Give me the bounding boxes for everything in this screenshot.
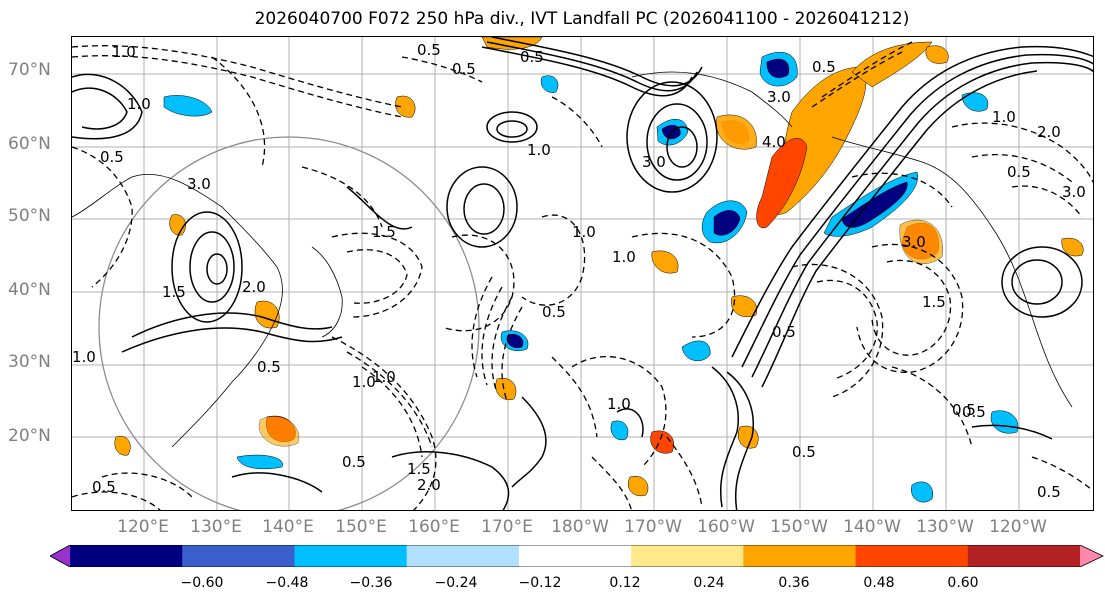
colorbar-tick-label: −0.24 [434,575,478,591]
colorbar-tick-label: −0.60 [180,575,224,591]
colorbar [50,545,1104,567]
colorbar-tick-label: 0.60 [947,575,979,591]
colorbar-tick-label: 0.12 [609,575,641,591]
contour-label: 2.0 [1037,123,1061,141]
contour-label: 3.0 [642,153,666,171]
lon-label: 150°W [770,517,828,537]
colorbar-tick-label: −0.12 [518,575,562,591]
contour-label: 0.5 [812,58,836,76]
contour-label: 0.5 [1007,163,1031,181]
contour-label: 0.5 [1037,483,1061,501]
colorbar-segment [631,545,744,567]
colorbar-tick-label: −0.36 [349,575,393,591]
contour-label: 0.5 [542,303,566,321]
contour-label: 1.5 [922,293,946,311]
colorbar-segment [743,545,857,567]
lon-label: 160°E [408,517,460,537]
dashed-contours [72,41,1093,510]
contour-label: 3.0 [767,88,791,106]
landfall-circle [98,136,480,510]
graticule [72,37,1093,510]
contour-label: 0.5 [257,358,281,376]
contour-label: 0.5 [92,478,116,496]
lon-label: 140°E [262,517,314,537]
colorbar-segment [406,545,520,567]
contour-label: 1.5 [162,283,186,301]
colorbar-tick-label: 0.48 [863,575,895,591]
lon-label: 120°E [117,517,169,537]
colorbar-segment [518,545,632,567]
lat-label-70n: 70°N [8,60,51,80]
contour-label: 1.0 [527,141,551,159]
colorbar-extend-high [1080,545,1103,567]
contour-label: 0.5 [792,443,816,461]
contour-label: 4.0 [762,133,786,151]
contour-label: 1.0 [607,395,631,413]
lat-label-50n: 50°N [8,206,51,226]
colorbar-tick-label: 0.36 [778,575,810,591]
contour-label: 2.0 [242,278,266,296]
lon-label: 120°W [989,517,1047,537]
colorbar-tick-label: 0.24 [693,575,725,591]
colorbar-segment [294,545,408,567]
contour-label: 1.0 [72,348,96,366]
contour-label: 0.5 [417,41,441,59]
contour-label: 0.5 [952,401,976,419]
divergence-shading [114,37,1084,503]
contour-label: 1.0 [572,223,596,241]
lat-label-20n: 20°N [8,426,51,446]
lon-label: 130°W [916,517,974,537]
lon-label: 130°E [190,517,242,537]
colorbar-segments [50,545,1103,567]
lon-label: 170°E [481,517,533,537]
colorbar-segment [967,545,1081,567]
colorbar-segment [855,545,969,567]
contour-label: 3.0 [1062,183,1086,201]
lat-label-40n: 40°N [8,280,51,300]
contour-label: 1.0 [372,368,396,386]
coastlines [72,71,1073,448]
contour-label: 1.0 [352,373,376,391]
map-canvas: 1.0 0.5 1.0 3.0 1.0 0.5 1.5 0.5 0.5 1.0 … [72,37,1093,510]
contour-label: 0.5 [772,323,796,341]
contour-label: 0.5 [452,60,476,78]
contour-label: 1.0 [612,248,636,266]
contour-label: 0.5 [520,48,544,66]
lon-label: 160°W [697,517,755,537]
map-panel: 1.0 0.5 1.0 3.0 1.0 0.5 1.5 0.5 0.5 1.0 … [71,36,1094,511]
contour-label: 2.0 [417,476,441,494]
contour-label: 0.5 [342,453,366,471]
contour-label: 1.5 [372,223,396,241]
colorbar-extend-low [50,545,70,567]
solid-contours [72,37,1093,510]
lat-label-60n: 60°N [8,134,51,154]
contour-label: 1.0 [112,43,136,61]
lat-label-30n: 30°N [8,352,51,372]
colorbar-segment [182,545,295,567]
colorbar-segment [70,545,183,567]
contour-label: 0.5 [100,148,124,166]
colorbar-tick-label: −0.48 [265,575,309,591]
lon-label: 170°W [624,517,682,537]
chart-title: 2026040700 F072 250 hPa div., IVT Landfa… [254,9,910,29]
contour-label: 1.5 [407,460,431,478]
contour-labels: 1.0 0.5 1.0 3.0 1.0 0.5 1.5 0.5 0.5 1.0 … [72,41,1086,501]
contour-label: 0.5 [962,403,986,421]
contour-label: 3.0 [187,175,211,193]
lon-label: 150°E [335,517,387,537]
contour-label: 3.0 [902,233,926,251]
lon-label: 180°W [551,517,609,537]
lon-label: 140°W [843,517,901,537]
contour-label: 1.0 [992,108,1016,126]
contour-label: 1.0 [127,95,151,113]
